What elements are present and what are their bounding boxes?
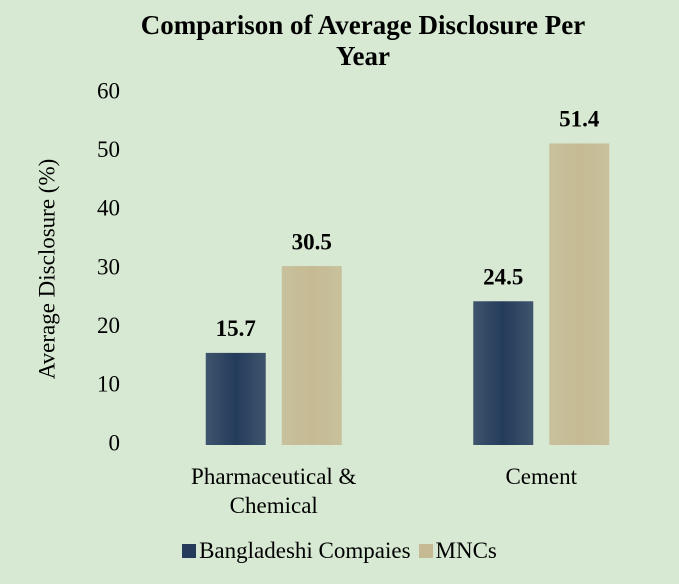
value-label: 30.5 — [292, 229, 332, 254]
y-tick-label: 20 — [97, 313, 120, 338]
legend-swatch — [418, 544, 433, 558]
value-label: 15.7 — [216, 316, 256, 341]
bar — [549, 143, 610, 445]
legend: Bangladeshi Compaies MNCs — [0, 538, 679, 564]
y-axis-label: Average Disclosure (%) — [34, 159, 59, 380]
legend-label: Bangladeshi Compaies — [199, 538, 411, 563]
y-tick-label: 10 — [97, 372, 120, 397]
legend-label: MNCs — [435, 538, 497, 563]
legend-item: MNCs — [418, 538, 497, 564]
legend-item: Bangladeshi Compaies — [182, 538, 411, 564]
y-tick-label: 60 — [97, 78, 120, 103]
y-tick-label: 40 — [97, 196, 120, 221]
y-tick-label: 50 — [97, 137, 120, 162]
y-tick-label: 0 — [109, 430, 121, 455]
legend-swatch — [182, 544, 197, 558]
bar — [205, 352, 266, 445]
y-tick-label: 30 — [97, 254, 120, 279]
bar — [281, 266, 342, 445]
bar — [473, 301, 534, 445]
x-tick-label: Cement — [505, 464, 578, 489]
chart-title: Comparison of Average Disclosure Per Yea… — [140, 10, 586, 71]
x-tick-label: Pharmaceutical & Chemical — [191, 464, 357, 518]
value-label: 51.4 — [559, 107, 600, 132]
value-label: 24.5 — [483, 265, 523, 290]
